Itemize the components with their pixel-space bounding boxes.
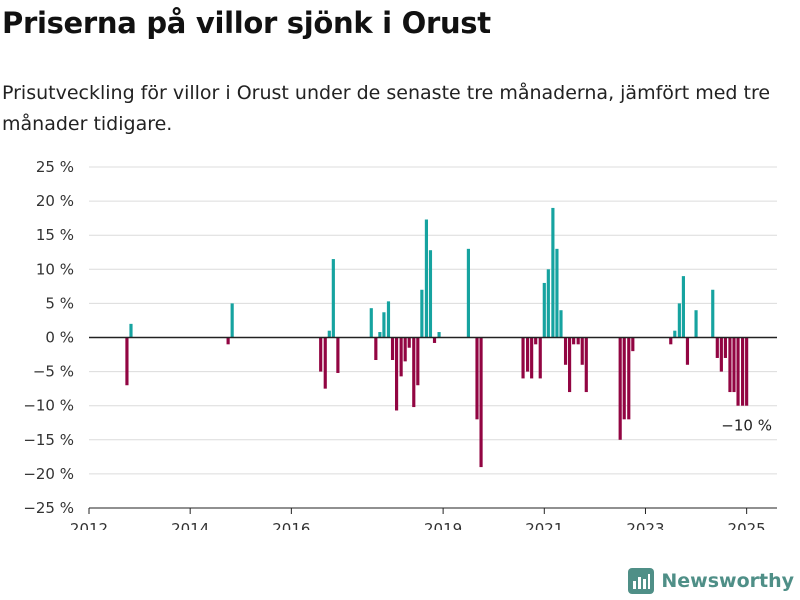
bar-negative	[403, 337, 407, 362]
bar-negative	[741, 337, 745, 406]
bar-positive	[546, 269, 550, 338]
bar-negative	[407, 337, 411, 348]
bar-negative	[568, 337, 572, 393]
bar-negative	[336, 337, 340, 373]
y-tick-label: −25 %	[23, 499, 74, 517]
bar-positive	[559, 310, 563, 338]
x-tick-label: 2014	[171, 520, 209, 530]
bar-positive	[386, 301, 391, 338]
bar-positive	[424, 219, 429, 338]
bar-negative	[622, 337, 626, 420]
bar-negative	[416, 337, 420, 386]
bar-negative	[728, 337, 732, 393]
newsworthy-brand: Newsworthy	[628, 568, 794, 594]
bar-positive	[331, 259, 335, 338]
bar-positive	[437, 332, 441, 338]
bar-negative	[530, 337, 534, 379]
bar-positive	[369, 308, 373, 338]
bar-negative	[394, 337, 399, 411]
x-tick-label: 2019	[424, 520, 462, 530]
bar-negative	[685, 337, 690, 365]
bar-negative	[563, 337, 568, 365]
x-tick-label: 2021	[525, 520, 563, 530]
bar-positive	[555, 248, 559, 338]
bar-positive	[542, 282, 546, 338]
bar-negative	[432, 337, 437, 343]
bar-positive	[129, 323, 133, 338]
bar-positive	[327, 330, 331, 338]
x-tick-label: 2023	[626, 520, 664, 530]
x-tick-label: 2012	[70, 520, 108, 530]
bar-positive	[711, 289, 715, 338]
bar-negative	[627, 337, 631, 420]
bar-negative	[631, 337, 635, 352]
bar-negative	[584, 337, 588, 393]
y-tick-label: 0 %	[45, 329, 74, 347]
bar-positive	[677, 303, 681, 338]
bar-positive	[382, 312, 386, 338]
bar-positive	[673, 330, 677, 338]
bar-negative	[736, 337, 740, 406]
bar-negative	[319, 337, 323, 372]
bar-positive	[694, 310, 698, 338]
chart-title: Priserna på villor sjönk i Orust	[2, 6, 491, 40]
newsworthy-logo-icon	[628, 568, 655, 594]
bar-negative	[572, 337, 576, 345]
bar-chart: 25 % 20 % 15 % 10 % 5 % 0 % −5 % −10 % −15 % −20 …	[23, 158, 777, 530]
bar-negative	[399, 337, 403, 377]
bar-positive	[681, 276, 685, 338]
y-tick-label: −5 %	[33, 363, 74, 381]
chart-subtitle: Prisutveckling för villor i Orust under …	[2, 82, 771, 135]
bar-negative	[521, 337, 525, 379]
y-tick-label: 5 %	[45, 294, 74, 312]
bar-positive	[551, 207, 555, 338]
bar-negative	[526, 337, 530, 372]
bar-positive	[428, 250, 433, 338]
bar-positive	[230, 303, 234, 338]
bars	[125, 207, 749, 468]
bar-negative	[732, 337, 736, 393]
bar-negative	[323, 337, 327, 389]
bar-negative	[374, 337, 378, 361]
bar-negative	[745, 337, 749, 406]
bar-positive	[420, 289, 424, 338]
bar-negative	[125, 337, 129, 386]
bar-negative	[576, 337, 580, 345]
y-tick-label: 10 %	[36, 260, 74, 278]
y-tick-label: −20 %	[23, 465, 74, 483]
bar-negative	[534, 337, 538, 345]
bar-negative	[715, 337, 719, 358]
bar-positive	[378, 332, 382, 338]
bar-negative	[226, 337, 230, 345]
y-tick-label: 15 %	[36, 226, 74, 244]
bar-negative	[669, 337, 673, 345]
bar-negative	[580, 337, 584, 365]
bar-negative	[723, 337, 727, 358]
x-tick-label: 2016	[272, 520, 310, 530]
grid-lines	[89, 166, 777, 475]
bar-negative	[719, 337, 723, 372]
y-tick-label: 20 %	[36, 192, 74, 210]
bar-negative	[412, 337, 416, 408]
y-tick-label: −10 %	[23, 397, 74, 415]
x-tick-label: 2025	[728, 520, 766, 530]
bar-negative	[538, 337, 542, 379]
y-tick-label: −15 %	[23, 431, 74, 449]
bar-negative	[479, 337, 483, 468]
axes	[88, 336, 777, 514]
y-tick-label: 25 %	[36, 158, 74, 176]
bar-negative	[390, 337, 395, 361]
bar-negative	[475, 337, 479, 420]
latest-value-annotation: −10 %	[721, 417, 772, 435]
bar-positive	[466, 248, 470, 338]
brand-name: Newsworthy	[661, 570, 794, 592]
tick-labels: 25 % 20 % 15 % 10 % 5 % 0 % −5 % −10 % −15 % −20 …	[23, 158, 765, 530]
bar-negative	[618, 337, 622, 440]
